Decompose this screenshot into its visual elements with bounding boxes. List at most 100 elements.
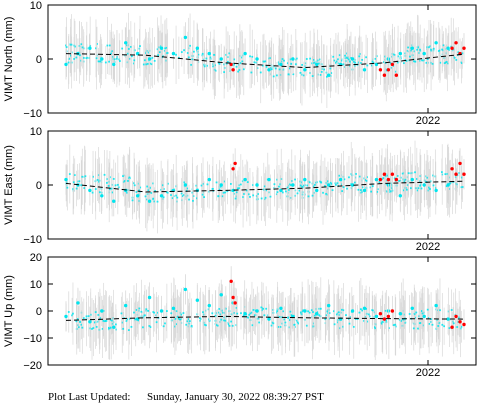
background-point xyxy=(278,316,281,318)
background-point xyxy=(107,184,110,187)
background-point xyxy=(235,306,238,309)
background-point xyxy=(193,50,195,53)
background-point xyxy=(174,325,176,328)
background-point xyxy=(405,60,408,62)
data-point xyxy=(135,51,140,56)
background-point xyxy=(417,187,420,190)
background-point xyxy=(366,176,368,179)
background-point xyxy=(175,194,178,197)
background-point xyxy=(241,60,244,63)
background-point xyxy=(122,175,124,178)
background-point xyxy=(240,56,243,59)
background-point xyxy=(110,326,113,329)
background-point xyxy=(154,190,157,192)
data-point xyxy=(267,68,271,72)
background-point xyxy=(303,184,306,187)
data-point xyxy=(219,57,223,61)
y-tick-label: 20 xyxy=(30,252,42,264)
background-point xyxy=(175,53,177,56)
background-point xyxy=(240,312,242,315)
data-point xyxy=(350,57,355,61)
data-point xyxy=(195,298,200,302)
background-point xyxy=(79,54,81,57)
y-tick-label: 10 xyxy=(30,126,42,138)
background-point xyxy=(75,187,78,190)
background-point xyxy=(445,61,448,63)
data-point xyxy=(362,68,367,72)
data-point xyxy=(112,62,116,67)
background-point xyxy=(213,53,215,56)
background-point xyxy=(307,310,309,313)
background-point xyxy=(130,325,133,328)
y-axis-title: VIMT North (mm) xyxy=(3,17,15,102)
background-point xyxy=(68,173,71,175)
data-point xyxy=(76,301,80,305)
background-point xyxy=(412,327,415,330)
background-point xyxy=(82,57,85,59)
background-point xyxy=(279,183,282,186)
background-point xyxy=(302,74,305,77)
background-point xyxy=(458,172,461,174)
background-point xyxy=(361,58,364,61)
background-point xyxy=(203,63,206,66)
background-point xyxy=(218,188,221,191)
background-point xyxy=(419,48,421,51)
background-point xyxy=(286,186,289,189)
background-point xyxy=(344,54,346,57)
background-point xyxy=(376,188,379,191)
background-point xyxy=(121,47,124,50)
background-point xyxy=(91,328,93,330)
background-point xyxy=(298,189,301,192)
background-point xyxy=(161,184,164,187)
background-point xyxy=(419,184,422,187)
background-point xyxy=(160,45,162,48)
background-point xyxy=(189,320,191,323)
background-point xyxy=(128,317,131,320)
data-point xyxy=(450,325,454,329)
data-point xyxy=(231,167,235,171)
background-point xyxy=(460,325,463,328)
background-point xyxy=(299,71,302,74)
background-point xyxy=(206,183,209,186)
background-point xyxy=(366,64,369,67)
background-point xyxy=(300,313,303,316)
background-point xyxy=(164,322,166,325)
background-point xyxy=(111,322,114,325)
background-point xyxy=(96,179,99,181)
background-point xyxy=(186,320,189,323)
background-point xyxy=(232,192,235,195)
background-point xyxy=(297,322,300,325)
background-point xyxy=(416,48,419,51)
background-point xyxy=(393,177,396,180)
background-point xyxy=(165,46,168,49)
data-point xyxy=(386,177,391,182)
data-point xyxy=(159,309,164,313)
background-point xyxy=(115,57,118,60)
background-point xyxy=(323,68,326,71)
background-point xyxy=(394,323,397,326)
background-point xyxy=(284,321,287,324)
background-point xyxy=(345,314,347,316)
background-point xyxy=(387,327,390,329)
background-point xyxy=(202,182,204,185)
data-point xyxy=(171,51,176,56)
background-point xyxy=(403,313,406,316)
background-point xyxy=(334,182,337,185)
background-point xyxy=(205,324,207,327)
background-point xyxy=(290,314,293,316)
data-point xyxy=(231,188,235,193)
background-point xyxy=(231,324,234,327)
y-axis-title: VIMT Up (mm) xyxy=(3,275,15,347)
background-point xyxy=(195,184,198,187)
background-point xyxy=(312,311,314,313)
background-point xyxy=(365,56,367,59)
background-point xyxy=(422,324,424,327)
data-point xyxy=(374,177,379,182)
background-point xyxy=(365,312,368,315)
background-point xyxy=(370,190,373,193)
y-tick-label: 0 xyxy=(36,306,42,318)
background-point xyxy=(112,55,114,58)
background-point xyxy=(97,174,100,176)
background-point xyxy=(461,62,463,65)
background-point xyxy=(97,60,100,63)
